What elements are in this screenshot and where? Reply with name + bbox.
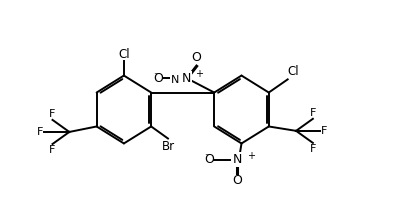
- Text: O: O: [232, 174, 242, 187]
- Text: N: N: [233, 153, 242, 166]
- Text: +: +: [247, 151, 255, 161]
- Text: Cl: Cl: [118, 48, 130, 61]
- Text: F: F: [49, 145, 56, 155]
- Text: F: F: [37, 127, 43, 137]
- Text: +: +: [195, 69, 203, 79]
- Text: Cl: Cl: [288, 65, 299, 78]
- Text: F: F: [49, 109, 56, 119]
- Text: Br: Br: [161, 140, 175, 153]
- Text: ⁻: ⁻: [205, 152, 211, 165]
- Text: N: N: [171, 75, 179, 85]
- Text: H: H: [181, 74, 189, 84]
- Text: O: O: [192, 51, 202, 64]
- Text: O: O: [153, 72, 163, 85]
- Text: N: N: [181, 72, 191, 85]
- Text: F: F: [310, 108, 316, 118]
- Text: ⁻: ⁻: [153, 70, 160, 83]
- Text: F: F: [321, 126, 328, 136]
- Text: O: O: [204, 153, 214, 166]
- Text: F: F: [310, 144, 316, 154]
